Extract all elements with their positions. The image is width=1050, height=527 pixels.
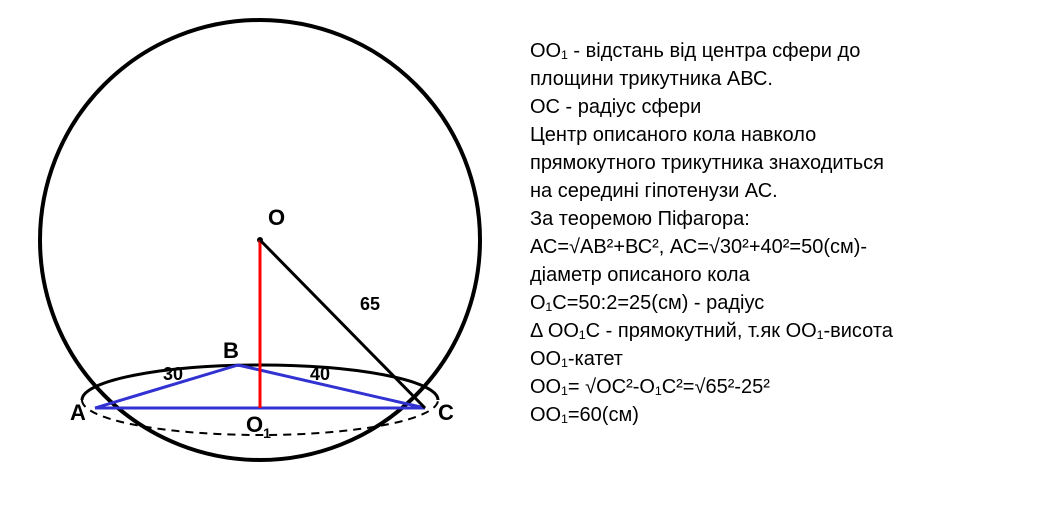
solution-line: O₁C=50:2=25(см) - радіус [530, 290, 1030, 316]
solution-line: ОО₁=60(см) [530, 402, 1030, 428]
solution-line: площини трикутника АВС. [530, 66, 1030, 92]
solution-line: ОО₁-катет [530, 346, 1030, 372]
solution-line: діаметр описаного кола [530, 262, 1030, 288]
svg-text:40: 40 [310, 364, 330, 384]
solution-line: ОО₁= √ОС²-О₁С²=√65²-25² [530, 374, 1030, 400]
geometry-diagram: O B A C O1 30 40 65 [0, 0, 520, 527]
solution-line: на середині гіпотенузи АС. [530, 178, 1030, 204]
svg-text:C: C [438, 400, 454, 425]
solution-line: За теоремою Піфагора: [530, 206, 1030, 232]
solution-line: Δ ОО₁С - прямокутний, т.як ОО₁-висота [530, 318, 1030, 344]
solution-line: Центр описаного кола навколо [530, 122, 1030, 148]
svg-text:30: 30 [163, 364, 183, 384]
solution-text: OO₁ - відстань від центра сфери доплощин… [530, 38, 1030, 430]
svg-text:A: A [70, 400, 86, 425]
solution-line: OO₁ - відстань від центра сфери до [530, 38, 1030, 64]
solution-line: ОС - радіус сфери [530, 94, 1030, 120]
segment-oc [260, 240, 425, 408]
svg-text:O: O [268, 205, 285, 230]
svg-text:B: B [223, 338, 239, 363]
solution-line: АС=√АВ²+ВС², АС=√30²+40²=50(см)- [530, 234, 1030, 260]
solution-line: прямокутного трикутника знаходиться [530, 150, 1030, 176]
label-o1: O1 [246, 412, 271, 441]
svg-text:65: 65 [360, 294, 380, 314]
